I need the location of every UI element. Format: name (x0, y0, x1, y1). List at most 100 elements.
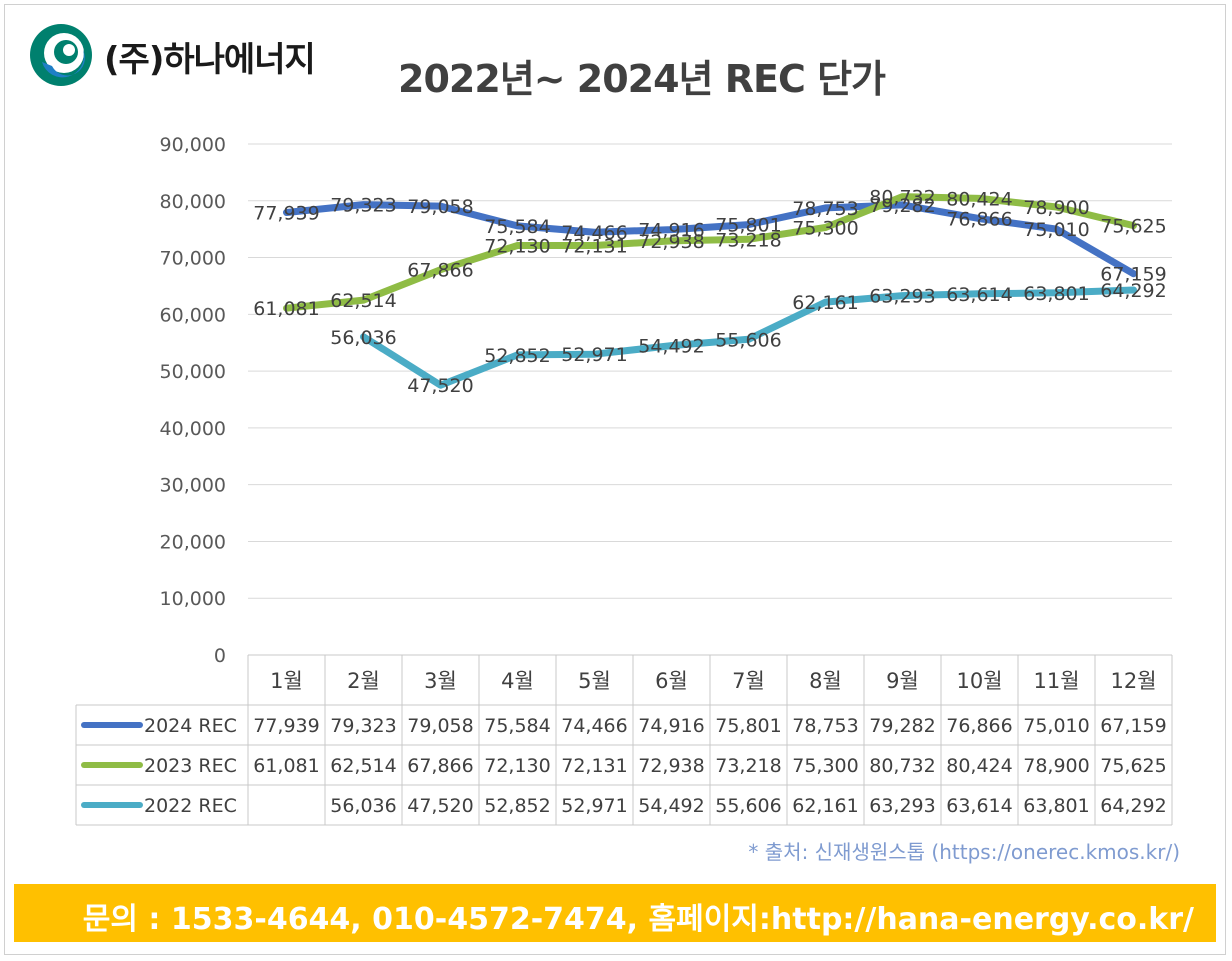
contact-text: 문의 : 1533-4644, 010-4572-7474, 홈페이지:http… (82, 902, 1194, 937)
source-note: * 출처: 신재생원스톱 (https://onerec.kmos.kr/) (748, 840, 1180, 864)
company-name: (주)하나에너지 (104, 40, 316, 80)
legend-label: 2023 REC (144, 755, 237, 777)
data-label: 52,971 (561, 344, 627, 366)
data-label: 78,900 (1023, 197, 1089, 219)
table-cell: 67,159 (1100, 715, 1166, 737)
x-tick-label: 6월 (655, 669, 688, 693)
data-label: 75,584 (484, 216, 550, 238)
data-label: 61,081 (253, 298, 319, 320)
data-label: 67,159 (1100, 264, 1166, 286)
data-label: 52,852 (484, 345, 550, 367)
data-label: 63,293 (869, 286, 935, 308)
x-tick-label: 11월 (1033, 669, 1079, 693)
table-cell: 62,514 (330, 755, 396, 777)
series-line (283, 193, 1137, 312)
y-tick-label: 90,000 (160, 134, 226, 156)
table-cell: 73,218 (715, 755, 781, 777)
table-cell: 63,293 (869, 795, 935, 817)
series-line (283, 201, 1137, 278)
table-cell: 75,584 (484, 715, 550, 737)
y-tick-label: 10,000 (160, 588, 226, 610)
data-label: 47,520 (407, 375, 473, 397)
data-label: 64,292 (1100, 280, 1166, 302)
table-cell: 80,424 (946, 755, 1012, 777)
x-tick-label: 9월 (886, 669, 919, 693)
data-label: 56,036 (330, 327, 396, 349)
data-label: 76,866 (946, 209, 1012, 231)
table-cell: 79,282 (869, 715, 935, 737)
data-label: 62,514 (330, 290, 396, 312)
table-cell: 75,801 (715, 715, 781, 737)
legend-label: 2022 REC (144, 795, 237, 817)
x-tick-label: 5월 (578, 669, 611, 693)
contact-banner: 문의 : 1533-4644, 010-4572-7474, 홈페이지:http… (14, 884, 1216, 942)
table-cell: 52,852 (484, 795, 550, 817)
table-cell: 80,732 (869, 755, 935, 777)
data-label: 79,058 (407, 196, 473, 218)
data-label: 72,131 (561, 235, 627, 257)
company-logo-icon (30, 24, 92, 86)
table-cell: 79,323 (330, 715, 396, 737)
table-cell: 47,520 (407, 795, 473, 817)
x-tick-label: 1월 (270, 669, 303, 693)
table-cell: 63,801 (1023, 795, 1089, 817)
y-tick-label: 30,000 (160, 475, 226, 497)
data-label: 75,300 (792, 217, 858, 239)
table-cell: 78,753 (792, 715, 858, 737)
table-cell: 64,292 (1100, 795, 1166, 817)
data-label: 62,161 (792, 292, 858, 314)
table-cell: 55,606 (715, 795, 781, 817)
data-label: 72,938 (638, 231, 704, 253)
y-tick-label: 60,000 (160, 304, 226, 326)
data-label: 74,466 (561, 222, 627, 244)
table-cell: 67,866 (407, 755, 473, 777)
table-cell: 76,866 (946, 715, 1012, 737)
data-label: 79,282 (869, 195, 935, 217)
table-cell: 77,939 (253, 715, 319, 737)
frame (4, 4, 1226, 955)
y-tick-label: 50,000 (160, 361, 226, 383)
data-label: 80,424 (946, 188, 1012, 210)
data-label: 72,130 (484, 235, 550, 257)
data-label: 54,492 (638, 336, 704, 358)
y-tick-label: 80,000 (160, 191, 226, 213)
y-tick-label: 0 (214, 645, 226, 667)
table-cell: 62,161 (792, 795, 858, 817)
x-tick-label: 10월 (956, 669, 1002, 693)
table-cell: 79,058 (407, 715, 473, 737)
x-tick-label: 8월 (809, 669, 842, 693)
x-tick-label: 12월 (1110, 669, 1156, 693)
table-cell: 74,466 (561, 715, 627, 737)
table-cell: 74,916 (638, 715, 704, 737)
data-label: 75,010 (1023, 219, 1089, 241)
data-label: 80,732 (869, 187, 935, 209)
table-cell: 72,131 (561, 755, 627, 777)
data-label: 74,916 (638, 220, 704, 242)
data-label: 77,939 (253, 202, 319, 224)
table-cell: 75,625 (1100, 755, 1166, 777)
data-label: 55,606 (715, 329, 781, 351)
table-cell: 63,614 (946, 795, 1012, 817)
table-cell: 56,036 (330, 795, 396, 817)
series-line (360, 286, 1137, 389)
y-tick-label: 40,000 (160, 418, 226, 440)
legend-label: 2024 REC (144, 715, 237, 737)
table-cell: 61,081 (253, 755, 319, 777)
data-label: 78,753 (792, 198, 858, 220)
data-label: 63,801 (1023, 283, 1089, 305)
data-label: 79,323 (330, 195, 396, 217)
table-cell: 52,971 (561, 795, 627, 817)
table-cell: 54,492 (638, 795, 704, 817)
table-cell: 72,938 (638, 755, 704, 777)
table-cell: 72,130 (484, 755, 550, 777)
x-tick-label: 7월 (732, 669, 765, 693)
data-label: 75,625 (1100, 216, 1166, 238)
data-label: 73,218 (715, 229, 781, 251)
x-tick-label: 4월 (501, 669, 534, 693)
chart-title: 2022년~ 2024년 REC 단가 (398, 57, 886, 101)
data-label: 63,614 (946, 284, 1012, 306)
data-label: 75,801 (715, 215, 781, 237)
y-tick-label: 70,000 (160, 248, 226, 270)
table-cell: 75,300 (792, 755, 858, 777)
y-tick-label: 20,000 (160, 531, 226, 553)
